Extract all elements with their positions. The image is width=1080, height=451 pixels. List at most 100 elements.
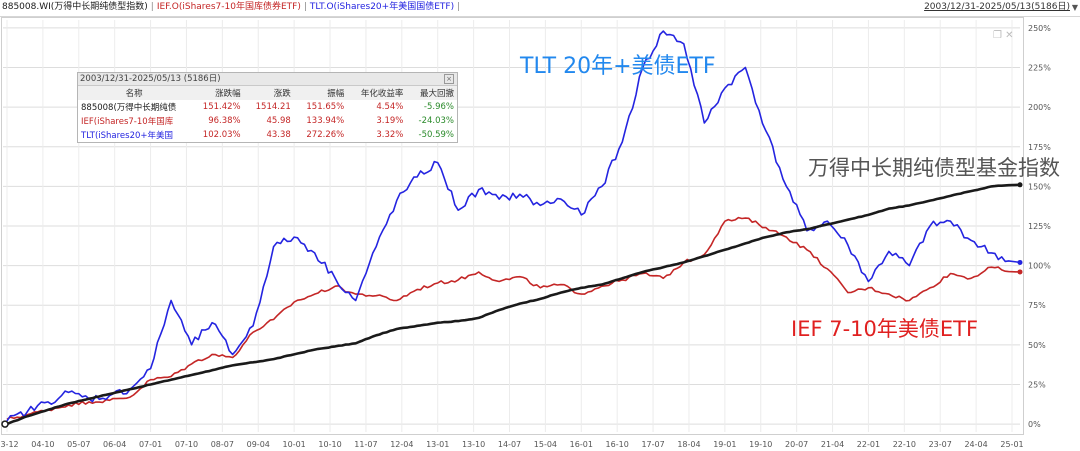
x-tick-label: 13-01 (426, 440, 449, 449)
stats-table: 名称 涨跌幅 涨跌 振幅 年化收益率 最大回撤 885008(万得中长期纯债 1… (78, 86, 457, 142)
y-tick-label: 50% (1028, 341, 1046, 350)
series-lines (1, 30, 1023, 428)
x-tick-label: 05-07 (67, 440, 90, 449)
annualized-return: 3.19% (376, 116, 404, 126)
change-pct: 102.03% (202, 130, 241, 140)
legend-separator: | (303, 2, 307, 12)
row-name: IEF(iShares7-10年国库 (81, 117, 174, 127)
y-tick-label: 150% (1028, 182, 1051, 191)
x-tick-label: 15-04 (534, 440, 557, 449)
y-axis-ticks: 0% 25% 50% 75% 100% 125% 150% 175% 200% 225% 250% (1028, 24, 1051, 429)
x-tick-label: 13-10 (462, 440, 485, 449)
date-range-selector[interactable]: 2003/12/31-2025/05/13(5186日) (924, 2, 1070, 12)
x-tick-label: 10-01 (283, 440, 306, 449)
legend-item-tlt[interactable]: TLT.O(iShares20+年美国国债ETF) (309, 2, 455, 12)
col-header: 涨跌 (243, 86, 294, 100)
x-tick-label: 06-04 (103, 440, 126, 449)
x-tick-label: 10-10 (318, 440, 341, 449)
series-end-marker (1017, 182, 1023, 188)
y-tick-label: 75% (1028, 301, 1046, 310)
row-name: 885008(万得中长期纯债 (81, 103, 177, 113)
x-tick-label: 03-12 (0, 440, 19, 449)
annualized-return: 4.54% (376, 102, 404, 112)
legend-separator: | (150, 2, 154, 12)
x-tick-label: 18-04 (677, 440, 700, 449)
stats-row-885008[interactable]: 885008(万得中长期纯债 151.42% 1514.21 151.65% 4… (78, 100, 457, 114)
x-tick-label: 25-01 (1000, 440, 1023, 449)
chart-header-bar: 885008.WI(万得中长期纯债型指数) | IEF.O(iShares7-10年… (0, 0, 1080, 17)
change-pct: 151.42% (202, 102, 241, 112)
col-header: 年化收益率 (347, 86, 407, 100)
legend-item-ief[interactable]: IEF.O(iShares7-10年国库债券ETF) (156, 2, 301, 12)
y-tick-label: 175% (1028, 143, 1051, 152)
x-tick-label: 24-04 (964, 440, 987, 449)
series-legend: 885008.WI(万得中长期纯债型指数) | IEF.O(iShares7-10年… (2, 0, 463, 15)
ief-annotation: IEF 7-10年美债ETF (791, 317, 979, 341)
x-tick-label: 23-07 (929, 440, 952, 449)
series-end-marker (1017, 259, 1023, 265)
x-tick-label: 04-10 (31, 440, 54, 449)
y-tick-label: 0% (1028, 420, 1041, 429)
x-tick-label: 08-07 (211, 440, 234, 449)
x-tick-label: 14-07 (498, 440, 521, 449)
col-header: 最大回撤 (406, 86, 457, 100)
x-tick-label: 22-10 (893, 440, 916, 449)
x-tick-label: 11-07 (354, 440, 377, 449)
series-end-marker (1017, 269, 1023, 275)
y-tick-label: 225% (1028, 64, 1051, 73)
change: 45.98 (266, 116, 291, 126)
amplitude: 151.65% (306, 102, 345, 112)
stats-row-ief[interactable]: IEF(iShares7-10年国库 96.38% 45.98 133.94% … (78, 114, 457, 128)
series-line-0 (6, 183, 1021, 426)
stats-panel[interactable]: 2003/12/31-2025/05/13 (5186日) × 名称 涨跌幅 涨… (77, 72, 458, 143)
max-drawdown: -5.96% (423, 102, 454, 112)
x-tick-label: 07-10 (175, 440, 198, 449)
close-icon[interactable]: × (444, 74, 454, 84)
series-line-2 (6, 30, 1021, 422)
stats-row-tlt[interactable]: TLT(iShares20+年美国 102.03% 43.38 272.26% … (78, 128, 457, 142)
annualized-return: 3.32% (376, 130, 404, 140)
change-pct: 96.38% (208, 116, 241, 126)
stats-panel-title: 2003/12/31-2025/05/13 (5186日) (80, 74, 221, 84)
x-tick-label: 16-10 (606, 440, 629, 449)
y-tick-label: 125% (1028, 222, 1051, 231)
col-header: 振幅 (293, 86, 348, 100)
x-tick-label: 22-01 (857, 440, 880, 449)
stats-header-row: 名称 涨跌幅 涨跌 振幅 年化收益率 最大回撤 (78, 86, 457, 100)
col-header: 名称 (78, 86, 191, 100)
x-tick-label: 16-01 (570, 440, 593, 449)
restore-icon[interactable]: ❐ (993, 30, 1002, 41)
y-tick-label: 25% (1028, 380, 1046, 389)
x-tick-label: 19-10 (749, 440, 772, 449)
x-tick-label: 20-07 (785, 440, 808, 449)
y-tick-label: 100% (1028, 262, 1051, 271)
x-tick-label: 19-01 (713, 440, 736, 449)
change: 43.38 (266, 130, 291, 140)
x-tick-label: 07-01 (139, 440, 162, 449)
x-axis-ticks: 03-12 04-10 05-07 06-04 07-01 07-10 08-07 09-04… (0, 440, 1024, 449)
stats-panel-header[interactable]: 2003/12/31-2025/05/13 (5186日) × (78, 73, 457, 86)
x-tick-label: 17-07 (641, 440, 664, 449)
row-name: TLT(iShares20+年美国 (81, 131, 174, 141)
window-controls: ❐ ✕ (993, 30, 1014, 41)
dropdown-arrow-icon[interactable]: ▼ (1071, 3, 1078, 12)
max-drawdown: -24.03% (418, 116, 454, 126)
legend-separator: | (457, 2, 461, 12)
max-drawdown: -50.59% (418, 130, 454, 140)
amplitude: 133.94% (306, 116, 345, 126)
y-tick-label: 250% (1028, 24, 1051, 33)
tlt-annotation: TLT 20年+美债ETF (520, 54, 716, 79)
x-tick-label: 09-04 (247, 440, 270, 449)
wind-index-annotation: 万得中长期纯债型基金指数 (808, 156, 1060, 180)
series-line-1 (6, 216, 1021, 420)
x-tick-label: 12-04 (390, 440, 413, 449)
amplitude: 272.26% (306, 130, 345, 140)
legend-item-885008[interactable]: 885008.WI(万得中长期纯债型指数) (2, 2, 148, 12)
change: 1514.21 (255, 102, 291, 112)
start-marker (1, 420, 9, 428)
y-tick-label: 200% (1028, 103, 1051, 112)
x-tick-label: 21-04 (821, 440, 844, 449)
close-icon[interactable]: ✕ (1005, 30, 1014, 41)
col-header: 涨跌幅 (190, 86, 244, 100)
